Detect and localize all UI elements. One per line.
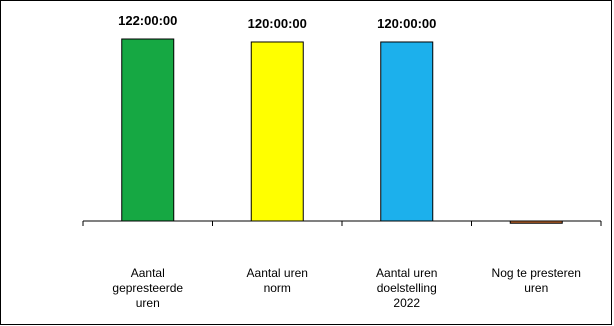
category-label-line: 2022 — [393, 296, 420, 310]
bar-1 — [121, 38, 175, 222]
category-label-line: norm — [264, 281, 291, 295]
category-label-line: gepresteerde — [112, 281, 183, 295]
category-label-line: Aantal uren — [376, 266, 437, 280]
category-label-line: uren — [524, 281, 548, 295]
category-label-4: Nog te presteren uren — [492, 266, 581, 295]
bar-2 — [250, 41, 304, 222]
category-label-line: Aantal — [131, 266, 165, 280]
category-label-line: Aantal uren — [247, 266, 308, 280]
value-label-3: 120:00:00 — [377, 16, 436, 31]
category-label-3: Aantal uren doelstelling 2022 — [376, 266, 437, 310]
category-label-line: doelstelling — [377, 281, 437, 295]
value-label-1: 122:00:00 — [118, 13, 177, 28]
category-label-line: uren — [136, 296, 160, 310]
category-label-line: Nog te presteren — [492, 266, 581, 280]
value-label-2: 120:00:00 — [248, 16, 307, 31]
category-label-2: Aantal uren norm — [247, 266, 308, 295]
bar-3 — [380, 41, 434, 222]
category-label-1: Aantal gepresteerde uren — [112, 266, 183, 310]
